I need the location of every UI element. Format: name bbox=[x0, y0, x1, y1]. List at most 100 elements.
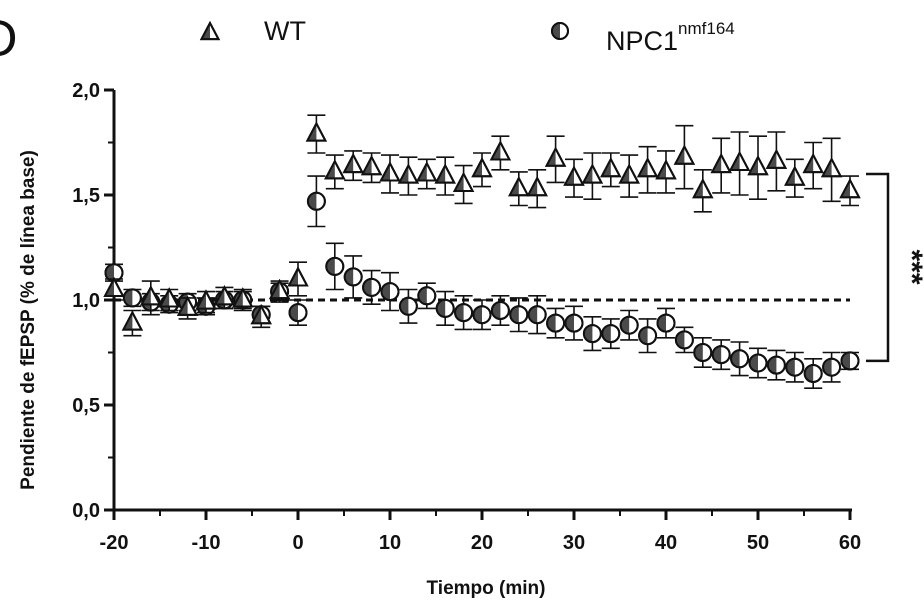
x-tick-label: 60 bbox=[839, 532, 861, 554]
data-point bbox=[546, 307, 566, 339]
data-point bbox=[103, 276, 125, 301]
data-point bbox=[380, 271, 400, 312]
x-tick-label: 0 bbox=[292, 532, 303, 554]
data-point bbox=[711, 339, 731, 371]
data-point bbox=[121, 309, 144, 337]
data-point bbox=[397, 156, 420, 196]
data-point bbox=[306, 175, 326, 228]
data-point bbox=[710, 137, 732, 194]
data-point bbox=[287, 261, 309, 297]
data-point bbox=[766, 349, 786, 381]
data-point bbox=[232, 287, 254, 312]
data-point bbox=[472, 299, 492, 331]
data-point bbox=[747, 135, 769, 200]
panel-letter: D bbox=[0, 10, 18, 68]
data-point bbox=[820, 137, 843, 203]
data-point bbox=[785, 351, 805, 383]
series-wt bbox=[103, 114, 861, 337]
data-point bbox=[268, 278, 291, 303]
data-point bbox=[434, 156, 456, 196]
data-point bbox=[325, 242, 345, 291]
data-point bbox=[398, 288, 418, 324]
x-tick-label: 50 bbox=[747, 532, 769, 554]
x-tick-label: 40 bbox=[655, 532, 677, 554]
data-point bbox=[840, 351, 860, 371]
data-point bbox=[674, 326, 694, 354]
data-point bbox=[417, 282, 437, 310]
data-point bbox=[601, 318, 621, 350]
data-point bbox=[250, 304, 272, 329]
x-tick-label: 20 bbox=[471, 532, 493, 554]
legend-wt-marker bbox=[199, 20, 221, 41]
legend-npc-name: NPC1 bbox=[606, 26, 678, 56]
data-point bbox=[527, 294, 547, 335]
data-point bbox=[600, 152, 622, 188]
data-point bbox=[526, 169, 548, 209]
data-point bbox=[582, 315, 602, 352]
significance-bracket bbox=[866, 172, 890, 363]
data-point bbox=[638, 318, 658, 354]
data-point bbox=[673, 124, 696, 190]
series-layer bbox=[103, 114, 861, 390]
data-point bbox=[343, 255, 363, 299]
data-point bbox=[379, 154, 401, 194]
data-point bbox=[305, 114, 328, 154]
data-point bbox=[765, 131, 788, 192]
data-point bbox=[122, 288, 142, 308]
legend-npc-marker bbox=[551, 22, 569, 40]
x-tick-label: -10 bbox=[192, 532, 221, 554]
significance-label: *** bbox=[895, 249, 924, 284]
y-tick-label: 2,0 bbox=[72, 80, 100, 102]
data-point bbox=[342, 150, 364, 182]
data-point bbox=[288, 299, 308, 327]
data-point bbox=[692, 169, 714, 213]
data-point bbox=[656, 307, 676, 339]
data-point bbox=[416, 158, 438, 190]
y-tick-label: 0,0 bbox=[72, 500, 100, 522]
x-ticks: -20 -10 0 10 20 30 40 50 60 bbox=[100, 510, 861, 554]
data-point bbox=[728, 131, 751, 196]
data-point bbox=[618, 154, 640, 198]
data-point bbox=[490, 294, 510, 327]
y-ticks: 0,0 0,5 1,0 1,5 2,0 bbox=[72, 80, 114, 522]
data-point bbox=[195, 289, 217, 314]
data-point bbox=[619, 309, 639, 341]
data-point bbox=[822, 351, 842, 383]
data-point bbox=[748, 347, 768, 379]
legend-npc-label: NPC1nmf164 bbox=[606, 19, 735, 56]
data-point bbox=[784, 158, 806, 198]
data-point bbox=[158, 287, 180, 312]
data-point bbox=[581, 152, 604, 200]
y-tick-label: 1,5 bbox=[72, 185, 100, 207]
bracket-line bbox=[866, 172, 890, 363]
x-axis-title: Tiempo (min) bbox=[427, 578, 546, 599]
data-point bbox=[544, 135, 567, 184]
legend-npc-superscript: nmf164 bbox=[678, 19, 735, 38]
y-axis-title: Pendiente de fEPSP (% de línea base) bbox=[18, 150, 39, 490]
data-point bbox=[489, 135, 512, 171]
data-point bbox=[452, 164, 475, 205]
data-point bbox=[360, 152, 383, 184]
data-point bbox=[636, 145, 659, 194]
data-point bbox=[730, 341, 750, 377]
legend-wt-label: WT bbox=[264, 16, 306, 46]
data-point bbox=[803, 357, 823, 390]
data-point bbox=[655, 150, 677, 194]
data-point bbox=[104, 263, 124, 283]
data-point bbox=[362, 269, 382, 306]
data-point bbox=[802, 141, 824, 190]
data-point bbox=[471, 152, 493, 188]
y-tick-label: 1,0 bbox=[72, 290, 100, 312]
x-tick-label: 10 bbox=[379, 532, 401, 554]
x-tick-label: 30 bbox=[563, 532, 585, 554]
data-point bbox=[454, 294, 474, 331]
data-point bbox=[508, 171, 530, 207]
data-point bbox=[213, 285, 236, 310]
legend: WT NPC1nmf164 bbox=[199, 16, 735, 56]
data-point bbox=[839, 175, 861, 207]
data-point bbox=[563, 158, 585, 198]
data-point bbox=[140, 280, 162, 316]
data-point bbox=[564, 305, 584, 341]
series-npc1 bbox=[104, 175, 860, 390]
